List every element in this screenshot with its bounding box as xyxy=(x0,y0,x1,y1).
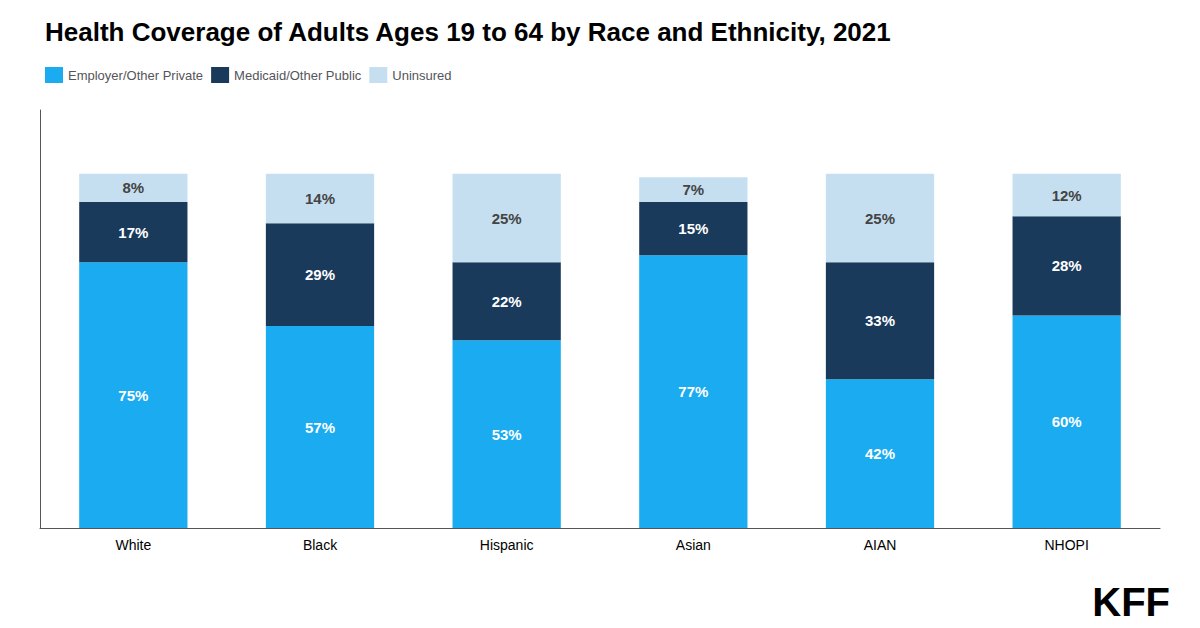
svg-text:22%: 22% xyxy=(492,293,522,310)
svg-text:25%: 25% xyxy=(492,210,522,227)
svg-text:33%: 33% xyxy=(865,312,895,329)
svg-text:KFF: KFF xyxy=(1092,580,1170,624)
svg-text:AIAN: AIAN xyxy=(864,537,897,553)
svg-text:Employer/Other Private: Employer/Other Private xyxy=(68,68,203,83)
svg-text:14%: 14% xyxy=(305,190,335,207)
svg-text:Hispanic: Hispanic xyxy=(480,537,534,553)
svg-text:Uninsured: Uninsured xyxy=(392,68,451,83)
svg-text:17%: 17% xyxy=(118,224,148,241)
svg-text:Black: Black xyxy=(303,537,338,553)
svg-text:Health Coverage of Adults Ages: Health Coverage of Adults Ages 19 to 64 … xyxy=(45,17,891,47)
svg-text:25%: 25% xyxy=(865,210,895,227)
svg-text:White: White xyxy=(115,537,151,553)
svg-text:75%: 75% xyxy=(118,387,148,404)
svg-text:Asian: Asian xyxy=(676,537,711,553)
svg-text:12%: 12% xyxy=(1052,187,1082,204)
svg-text:7%: 7% xyxy=(682,181,704,198)
svg-text:NHOPI: NHOPI xyxy=(1044,537,1088,553)
svg-text:Medicaid/Other Public: Medicaid/Other Public xyxy=(234,68,362,83)
svg-text:15%: 15% xyxy=(678,220,708,237)
svg-text:60%: 60% xyxy=(1052,413,1082,430)
svg-text:8%: 8% xyxy=(122,179,144,196)
svg-text:42%: 42% xyxy=(865,445,895,462)
svg-text:29%: 29% xyxy=(305,266,335,283)
svg-text:57%: 57% xyxy=(305,419,335,436)
svg-text:53%: 53% xyxy=(492,426,522,443)
svg-text:28%: 28% xyxy=(1052,257,1082,274)
svg-text:77%: 77% xyxy=(678,383,708,400)
